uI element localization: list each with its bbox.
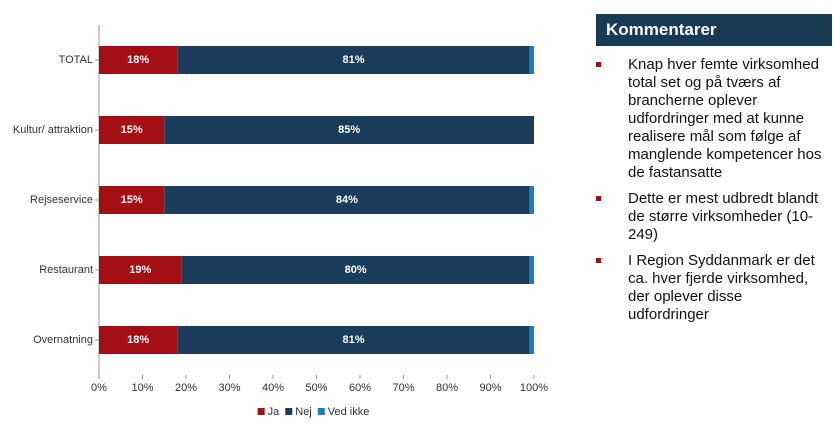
comment: I Region Syddanmark er det ca. hver fjer… xyxy=(596,252,823,324)
y-tick-label: Restaurant xyxy=(39,264,93,276)
y-tick-label: Rejseservice xyxy=(30,194,93,206)
value-label: 18% xyxy=(127,334,149,346)
bar-segment xyxy=(99,326,178,354)
comment: Dette er mest udbredt blandt de større v… xyxy=(596,190,823,244)
bar-segment xyxy=(99,186,165,214)
chart: 0% 10% 20% 30% 40% 50% 60% 70% 80% 90% 100% TOTAL 18… xyxy=(13,25,548,418)
bar-segment xyxy=(177,46,530,74)
legend-label: Nej xyxy=(295,406,312,418)
value-label: 15% xyxy=(121,124,143,136)
value-label: 80% xyxy=(345,264,367,276)
comments-title: Kommentarer xyxy=(596,14,832,46)
bar-segment xyxy=(177,326,530,354)
value-label: 81% xyxy=(342,334,364,346)
x-tick-label: 40% xyxy=(262,382,284,394)
x-tick-label: 50% xyxy=(305,382,327,394)
value-label: 15% xyxy=(121,194,143,206)
comment: Knap hver femte virksomhed total set og … xyxy=(596,56,823,182)
bar-segment xyxy=(181,256,530,284)
bar-segment xyxy=(529,256,534,284)
x-tick-label: 100% xyxy=(520,382,548,394)
x-tick-label: 0% xyxy=(91,382,107,394)
comments-panel: Kommentarer Knap hver femte virksomhed t… xyxy=(596,14,832,332)
bar-segment xyxy=(529,46,534,74)
value-label: 84% xyxy=(336,194,358,206)
comments-list: Knap hver femte virksomhed total set og … xyxy=(596,56,832,324)
bar-segment xyxy=(529,326,534,354)
x-tick-label: 80% xyxy=(436,382,458,394)
bar-segment xyxy=(99,46,178,74)
legend-swatch xyxy=(257,408,265,415)
bar-segment xyxy=(164,186,530,214)
x-tick-label: 70% xyxy=(392,382,414,394)
bar-segment xyxy=(99,256,182,284)
y-tick-label: Overnatning xyxy=(33,334,93,346)
y-tick-label: Kultur/ attraktion xyxy=(13,124,93,136)
bar-segment xyxy=(164,116,534,144)
x-tick-label: 30% xyxy=(218,382,240,394)
x-tick-label: 20% xyxy=(175,382,197,394)
x-tick-label: 10% xyxy=(131,382,153,394)
bar-segment xyxy=(99,116,165,144)
value-label: 81% xyxy=(342,54,364,66)
legend-label: Ja xyxy=(268,406,281,418)
value-label: 85% xyxy=(338,124,360,136)
legend-swatch xyxy=(285,408,293,415)
value-label: 18% xyxy=(127,54,149,66)
bar-segment xyxy=(529,186,534,214)
value-label: 19% xyxy=(129,264,151,276)
y-tick-label: TOTAL xyxy=(59,54,93,66)
x-tick-label: 90% xyxy=(479,382,501,394)
legend-label: Ved ikke xyxy=(328,406,370,418)
legend-swatch xyxy=(317,408,325,415)
x-tick-label: 60% xyxy=(349,382,371,394)
